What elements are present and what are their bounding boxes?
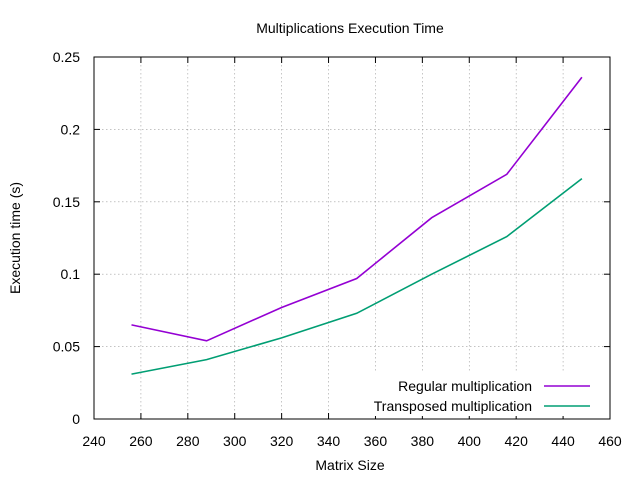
legend: Regular multiplication Transposed multipl…: [330, 372, 600, 416]
series-lines: [131, 76, 583, 375]
x-tick-label: 400: [458, 433, 482, 449]
x-tick-label: 460: [598, 433, 622, 449]
x-tick-label: 260: [129, 433, 153, 449]
x-tick-label: 240: [82, 433, 106, 449]
series-line-2: [131, 177, 583, 375]
x-tick-label: 360: [364, 433, 388, 449]
y-tick-label: 0: [72, 411, 80, 427]
legend-label-1: Regular multiplication: [398, 378, 532, 394]
x-tick-label: 420: [505, 433, 529, 449]
x-tick-label: 300: [223, 433, 247, 449]
series-line-1: [131, 76, 583, 342]
axis-ticks: 240 260 280 300 320 340 360 380 400 420 440 460 0 0.0…: [53, 49, 622, 449]
legend-background: [330, 372, 600, 416]
x-tick-label: 320: [270, 433, 294, 449]
y-tick-label: 0.15: [53, 194, 80, 210]
x-tick-label: 340: [317, 433, 341, 449]
y-tick-label: 0.05: [53, 339, 80, 355]
chart-title: Multiplications Execution Time: [256, 20, 444, 36]
x-tick-label: 440: [551, 433, 575, 449]
y-tick-label: 0.1: [61, 266, 81, 282]
y-axis-label: Execution time (s): [7, 182, 23, 294]
y-tick-label: 0.2: [61, 121, 81, 137]
y-tick-label: 0.25: [53, 49, 80, 65]
x-tick-label: 280: [176, 433, 200, 449]
x-axis-label: Matrix Size: [315, 457, 384, 473]
x-tick-label: 380: [411, 433, 435, 449]
grid-lines: [94, 57, 610, 419]
plot-frame: [93, 56, 611, 420]
legend-label-2: Transposed multiplication: [374, 398, 532, 414]
